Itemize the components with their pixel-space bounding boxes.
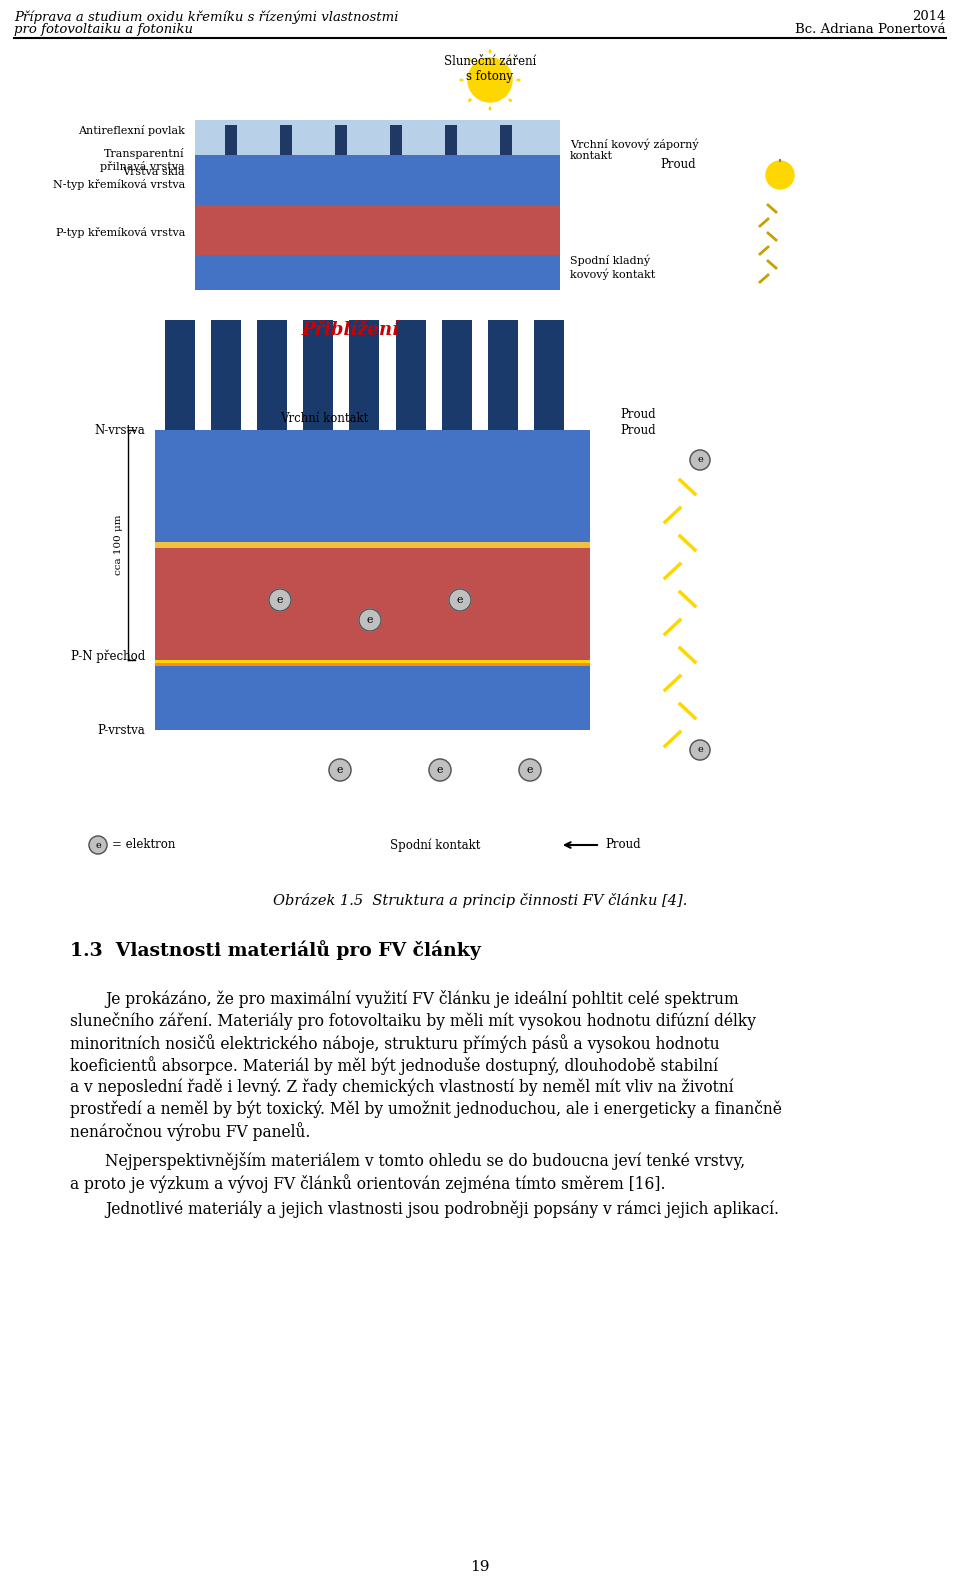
- Bar: [155, 542, 590, 549]
- Circle shape: [89, 836, 107, 853]
- Bar: [442, 321, 471, 431]
- Bar: [155, 664, 590, 667]
- Circle shape: [468, 57, 512, 102]
- Text: Proud: Proud: [620, 424, 656, 437]
- Bar: [155, 667, 590, 668]
- Text: e: e: [697, 456, 703, 464]
- Bar: [155, 545, 590, 660]
- Text: Vrchní kovový záporný
kontakt: Vrchní kovový záporný kontakt: [570, 139, 699, 161]
- Text: e: e: [457, 595, 464, 605]
- Text: minoritních nosičů elektrického náboje, strukturu přímých pásů a vysokou hodnotu: minoritních nosičů elektrického náboje, …: [70, 1034, 720, 1053]
- Text: a proto je výzkum a vývoj FV článků orientován zejména tímto směrem [16].: a proto je výzkum a vývoj FV článků orie…: [70, 1174, 665, 1193]
- Text: koeficientů absorpce. Materiál by měl být jednoduše dostupný, dlouhodobě stabiln: koeficientů absorpce. Materiál by měl bý…: [70, 1056, 718, 1075]
- Bar: [396, 321, 425, 431]
- Bar: [55, 54, 905, 391]
- Bar: [534, 321, 564, 431]
- Text: nenáročnou výrobu FV panelů.: nenáročnou výrobu FV panelů.: [70, 1121, 310, 1140]
- Text: slunečního záření. Materiály pro fotovoltaiku by měli mít vysokou hodnotu difúzn: slunečního záření. Materiály pro fotovol…: [70, 1011, 756, 1030]
- Bar: [225, 124, 237, 155]
- Text: e: e: [697, 745, 703, 754]
- Bar: [349, 321, 379, 431]
- Bar: [155, 431, 590, 545]
- Bar: [211, 321, 241, 431]
- Bar: [155, 660, 590, 664]
- Text: Vrchní kontakt: Vrchní kontakt: [280, 412, 369, 424]
- Text: 2014: 2014: [913, 10, 946, 22]
- Text: Antireflexní povlak: Antireflexní povlak: [78, 124, 185, 136]
- Bar: [488, 321, 517, 431]
- Text: Spodní kladný
kovový kontakt: Spodní kladný kovový kontakt: [570, 255, 656, 279]
- Text: 19: 19: [470, 1560, 490, 1574]
- Polygon shape: [195, 255, 560, 290]
- Circle shape: [766, 161, 794, 188]
- Text: prostředí a neměl by být toxický. Měl by umožnit jednoduchou, ale i energeticky : prostředí a neměl by být toxický. Měl by…: [70, 1101, 781, 1118]
- Text: Nejperspektivnějším materiálem v tomto ohledu se do budoucna jeví tenké vrstvy,: Nejperspektivnějším materiálem v tomto o…: [105, 1152, 745, 1171]
- Circle shape: [269, 589, 291, 611]
- Text: Obrázek 1.5  Struktura a princip činnosti FV článku [4].: Obrázek 1.5 Struktura a princip činnosti…: [273, 893, 687, 908]
- Text: Je prokázáno, že pro maximální využití FV článku je ideální pohltit celé spektru: Je prokázáno, že pro maximální využití F…: [105, 990, 738, 1008]
- Bar: [303, 321, 333, 431]
- Text: Proud: Proud: [660, 158, 696, 172]
- Text: e: e: [437, 766, 444, 775]
- Text: pro fotovoltaiku a fotoniku: pro fotovoltaiku a fotoniku: [14, 22, 193, 37]
- Text: Přiblížení: Přiblížení: [301, 321, 399, 340]
- Text: Příprava a studium oxidu křemíku s řízenými vlastnostmi: Příprava a studium oxidu křemíku s řízen…: [14, 10, 398, 24]
- Bar: [55, 49, 905, 868]
- Polygon shape: [195, 206, 560, 255]
- Bar: [257, 321, 287, 431]
- Bar: [165, 321, 195, 431]
- Text: P-typ křemíková vrstva: P-typ křemíková vrstva: [56, 226, 185, 238]
- Polygon shape: [195, 120, 560, 155]
- Text: N-typ křemíková vrstva: N-typ křemíková vrstva: [53, 180, 185, 190]
- Circle shape: [690, 740, 710, 759]
- Text: Transparentní
přilnavá vrstva: Transparentní přilnavá vrstva: [101, 148, 185, 172]
- Text: P-vrstva: P-vrstva: [97, 724, 145, 737]
- Text: Bc. Adriana Ponertová: Bc. Adriana Ponertová: [796, 22, 946, 37]
- Circle shape: [519, 759, 541, 782]
- Bar: [335, 124, 347, 155]
- Text: Vrstva skla: Vrstva skla: [122, 167, 185, 177]
- Text: Proud: Proud: [605, 839, 640, 852]
- Text: e: e: [527, 766, 533, 775]
- Bar: [445, 124, 457, 155]
- Text: P-N přechod: P-N přechod: [71, 649, 145, 664]
- Circle shape: [329, 759, 351, 782]
- Bar: [390, 124, 402, 155]
- Text: Sluneční záření
s fotony: Sluneční záření s fotony: [444, 54, 536, 83]
- Circle shape: [449, 589, 471, 611]
- Text: 1.3  Vlastnosti materiálů pro FV články: 1.3 Vlastnosti materiálů pro FV články: [70, 939, 481, 960]
- Text: a v neposlední řadě i levný. Z řady chemických vlastností by neměl mít vliv na ž: a v neposlední řadě i levný. Z řady chem…: [70, 1078, 733, 1096]
- Text: e: e: [276, 595, 283, 605]
- Polygon shape: [195, 155, 560, 206]
- Text: Spodní kontakt: Spodní kontakt: [390, 839, 480, 852]
- Text: N-vrstva: N-vrstva: [94, 424, 145, 437]
- Bar: [155, 660, 590, 731]
- Circle shape: [690, 450, 710, 471]
- Circle shape: [429, 759, 451, 782]
- Bar: [280, 124, 292, 155]
- Text: = elektron: = elektron: [112, 839, 176, 852]
- Text: Jednotlivé materiály a jejich vlastnosti jsou podrobněji popsány v rámci jejich : Jednotlivé materiály a jejich vlastnosti…: [105, 1199, 779, 1217]
- Text: Proud: Proud: [620, 408, 656, 421]
- Text: cca 100 μm: cca 100 μm: [114, 515, 123, 576]
- Text: e: e: [367, 616, 373, 625]
- Text: e: e: [337, 766, 344, 775]
- Circle shape: [359, 609, 381, 632]
- Bar: [500, 124, 512, 155]
- Text: e: e: [95, 841, 101, 850]
